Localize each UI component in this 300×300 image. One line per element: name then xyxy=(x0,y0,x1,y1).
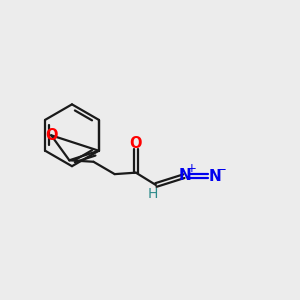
Text: −: − xyxy=(217,163,227,176)
Text: N: N xyxy=(209,169,221,184)
Text: H: H xyxy=(147,188,158,201)
Text: O: O xyxy=(46,128,58,143)
Text: N: N xyxy=(179,167,191,182)
Text: +: + xyxy=(187,162,197,175)
Text: O: O xyxy=(130,136,142,151)
